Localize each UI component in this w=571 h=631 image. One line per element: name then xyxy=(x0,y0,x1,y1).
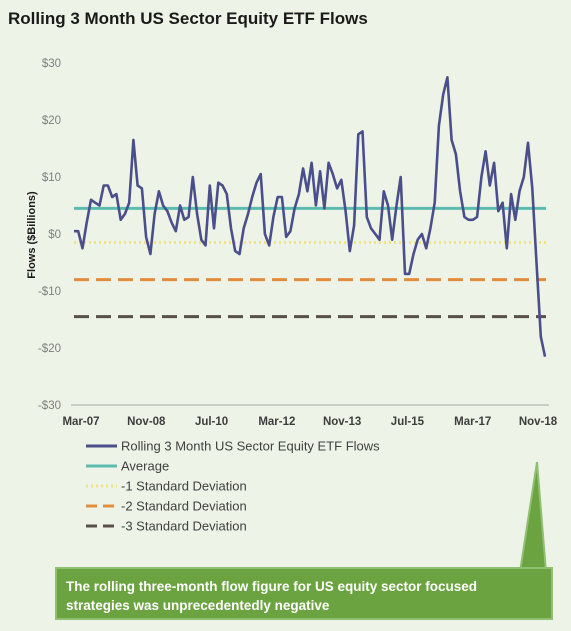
y-axis-label: Flows ($Billions) xyxy=(26,191,38,279)
legend-average-label: Average xyxy=(121,459,169,474)
legend-average-item: Average xyxy=(86,459,169,474)
x-tick-label: Nov-08 xyxy=(127,416,166,428)
y-tick-label: $30 xyxy=(42,58,61,70)
callout-box xyxy=(55,567,553,620)
legend-flows-item: Rolling 3 Month US Sector Equity ETF Flo… xyxy=(86,439,380,454)
y-tick-label: $0 xyxy=(48,229,61,241)
legend-1sd-item: -1 Standard Deviation xyxy=(86,479,247,494)
y-axis-ticks: $30 $20 $10 $0 -$10 -$20 -$30 xyxy=(38,58,61,412)
x-tick-label: Mar-07 xyxy=(62,416,99,428)
reference-lines xyxy=(74,206,546,319)
legend-3sd-item: -3 Standard Deviation xyxy=(86,519,247,534)
legend-3sd-label: -3 Standard Deviation xyxy=(121,519,247,534)
y-tick-label: -$10 xyxy=(38,286,61,298)
callout-pointer xyxy=(518,461,548,573)
callout-note: The rolling three-month flow figure for … xyxy=(66,579,478,613)
y-tick-label: $20 xyxy=(42,115,61,127)
x-tick-label: Jul-10 xyxy=(195,416,228,428)
x-tick-label: Nov-18 xyxy=(519,416,558,428)
x-tick-label: Mar-12 xyxy=(258,416,295,428)
x-tick-label: Nov-13 xyxy=(323,416,361,428)
legend-2sd-label: -2 Standard Deviation xyxy=(121,499,247,514)
y-tick-label: $10 xyxy=(42,172,61,184)
y-tick-label: -$20 xyxy=(38,343,61,355)
legend: Rolling 3 Month US Sector Equity ETF Flo… xyxy=(86,439,380,534)
legend-flows-label: Rolling 3 Month US Sector Equity ETF Flo… xyxy=(121,439,380,454)
x-axis-ticks: Mar-07 Nov-08 Jul-10 Mar-12 Nov-13 Jul-15 Mar-… xyxy=(62,416,557,428)
chart-title: Rolling 3 Month US Sector Equity ETF Flo… xyxy=(8,9,368,28)
flows-series-line xyxy=(74,76,547,357)
legend-2sd-item: -2 Standard Deviation xyxy=(86,499,247,514)
y-tick-label: -$30 xyxy=(38,400,61,412)
x-tick-label: Jul-15 xyxy=(391,416,425,428)
legend-1sd-label: -1 Standard Deviation xyxy=(121,479,247,494)
x-tick-label: Mar-17 xyxy=(454,416,491,428)
